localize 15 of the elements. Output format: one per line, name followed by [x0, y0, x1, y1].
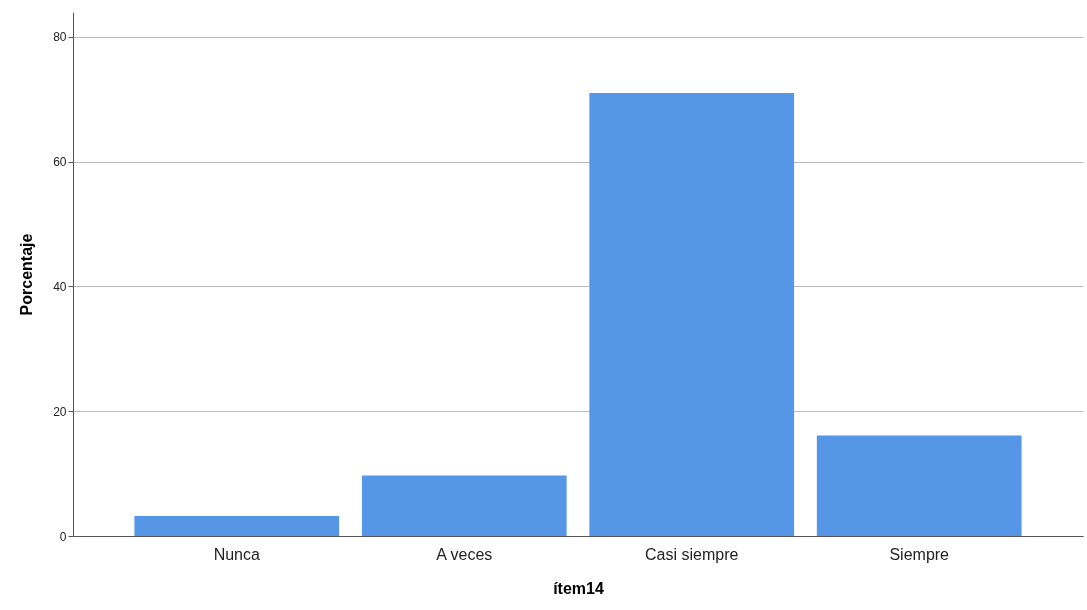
- y-tick-label: 40: [53, 279, 67, 294]
- y-tick-label: 60: [53, 155, 67, 170]
- x-tick-label: Nunca: [213, 545, 261, 563]
- bar: [816, 435, 1022, 536]
- bar: [361, 475, 567, 536]
- x-tick-label: A veces: [436, 545, 493, 563]
- x-tick-label: Casi siempre: [645, 545, 739, 563]
- bar: [134, 516, 340, 536]
- y-axis-title: Porcentaje: [18, 233, 36, 316]
- y-tick-label: 0: [59, 529, 67, 544]
- x-axis-title: ítem14: [553, 579, 604, 597]
- y-tick-label: 80: [53, 30, 67, 45]
- bar: [589, 93, 795, 536]
- y-tick-label: 20: [53, 404, 67, 419]
- x-tick-label: Siempre: [889, 545, 950, 563]
